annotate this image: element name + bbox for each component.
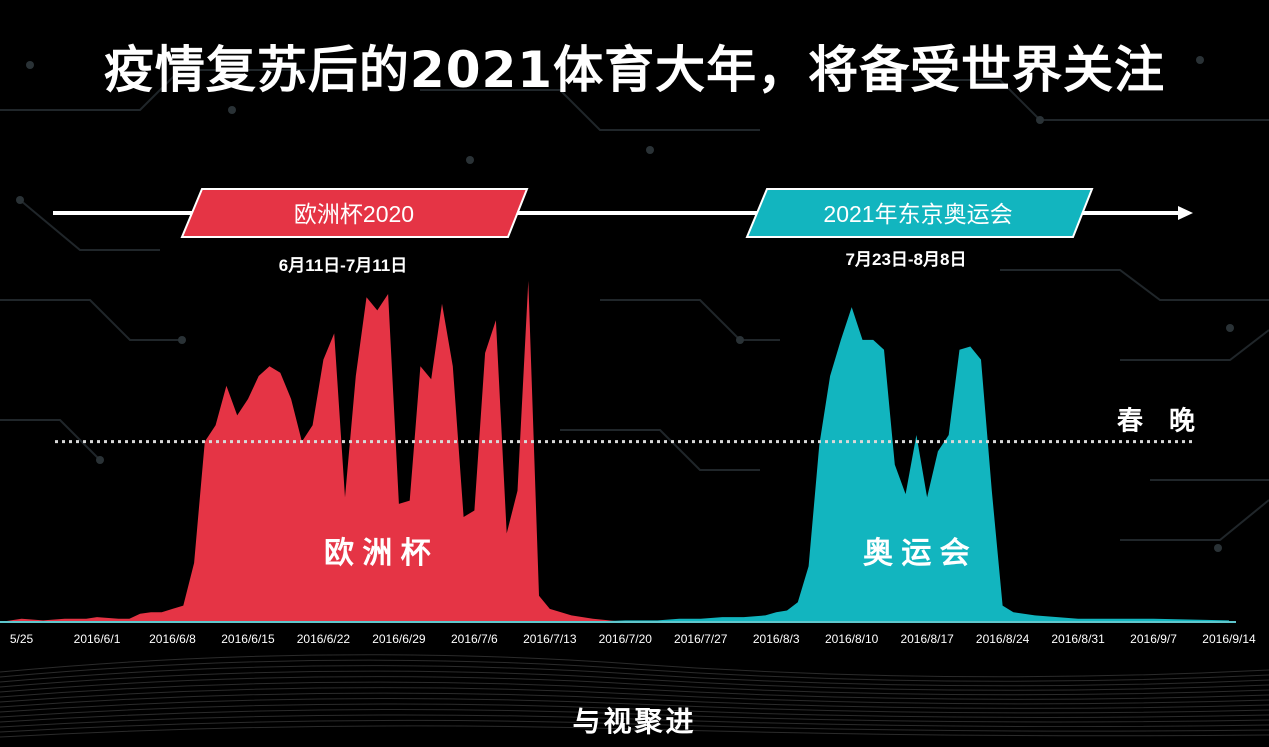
x-tick-label: 2016/7/27 [674, 632, 728, 646]
reference-line-label: 春 晚 [1117, 406, 1195, 436]
circuit-node [1036, 116, 1044, 124]
circuit-node [26, 61, 34, 69]
series-layer [0, 280, 1229, 622]
circuit-background-decoration [0, 56, 1269, 552]
circuit-line [19, 199, 160, 251]
circuit-line [0, 299, 180, 341]
x-tick-label: 2016/8/10 [825, 632, 879, 646]
circuit-line [1000, 269, 1269, 301]
x-tick-label: 2016/8/31 [1051, 632, 1105, 646]
wave-line [0, 725, 1269, 738]
event-banner-euro: 欧洲杯2020 6月11日-7月11日 [180, 188, 529, 275]
wave-line [0, 709, 1269, 723]
wave-line [0, 676, 1269, 696]
circuit-line [0, 69, 320, 111]
event-label-euro: 欧洲杯2020 [294, 201, 414, 227]
circuit-node [466, 156, 474, 164]
page-title: 疫情复苏后的2021体育大年，将备受世界关注 [103, 41, 1166, 99]
reference-line-group: 春 晚 [55, 406, 1195, 444]
x-tick-label: 5/25 [10, 632, 34, 646]
wave-line [0, 659, 1269, 682]
wave-line [0, 692, 1269, 709]
wave-line [0, 681, 1269, 700]
circuit-line [1120, 499, 1269, 541]
circuit-node [1226, 324, 1234, 332]
wave-line [0, 698, 1269, 714]
x-tick-label: 2016/8/24 [976, 632, 1030, 646]
x-tick-labels: 5/25 2016/6/1 2016/6/8 2016/6/15 2016/6/22 20… [10, 632, 1256, 646]
circuit-line [0, 419, 101, 461]
circuit-node [1214, 544, 1222, 552]
circuit-node [178, 336, 186, 344]
x-tick-label: 2016/6/22 [297, 632, 351, 646]
x-tick-label: 2016/7/13 [523, 632, 577, 646]
wave-line [0, 665, 1269, 687]
wave-line [0, 719, 1269, 733]
x-tick-label: 2016/9/7 [1130, 632, 1177, 646]
circuit-node [16, 196, 24, 204]
wave-line [0, 670, 1269, 691]
x-tick-label: 2016/6/8 [149, 632, 196, 646]
circuit-line [880, 79, 1269, 121]
wave-line [0, 714, 1269, 728]
annotation-olympics: 奥 运 会 [863, 536, 970, 570]
wave-texture-decoration [0, 654, 1269, 738]
arrowhead-icon [1178, 206, 1193, 220]
circuit-line [600, 299, 780, 341]
banner-euro-shape [180, 188, 529, 238]
wave-line [0, 687, 1269, 705]
x-tick-label: 2016/9/14 [1202, 632, 1256, 646]
circuit-node [1196, 56, 1204, 64]
circuit-line [420, 89, 760, 131]
series-area-euro [0, 280, 626, 622]
wave-line [0, 654, 1269, 678]
event-dates-euro: 6月11日-7月11日 [279, 256, 408, 275]
x-tick-label: 2016/7/6 [451, 632, 498, 646]
circuit-line [1120, 329, 1269, 361]
x-tick-label: 2016/8/3 [753, 632, 800, 646]
event-banner-olympics: 2021年东京奥运会 7月23日-8月8日 [745, 188, 1094, 269]
annotation-layer: 欧 洲 杯奥 运 会 [324, 536, 970, 570]
series-area-olympics [582, 307, 1229, 622]
banner-olympics-shape [745, 188, 1094, 238]
wave-line [0, 703, 1269, 718]
x-tick-label: 2016/7/20 [599, 632, 653, 646]
x-tick-label: 2016/8/17 [900, 632, 954, 646]
x-tick-label: 2016/6/15 [221, 632, 275, 646]
footer-brand: 与视聚进 [572, 705, 697, 738]
circuit-node [96, 456, 104, 464]
annotation-euro: 欧 洲 杯 [324, 537, 431, 570]
circuit-node [736, 336, 744, 344]
x-tick-label: 2016/6/29 [372, 632, 426, 646]
circuit-line [560, 429, 760, 471]
event-label-olympics: 2021年东京奥运会 [823, 201, 1012, 227]
circuit-node [646, 146, 654, 154]
x-tick-label: 2016/6/1 [74, 632, 121, 646]
event-dates-olympics: 7月23日-8月8日 [846, 250, 967, 269]
circuit-node [228, 106, 236, 114]
